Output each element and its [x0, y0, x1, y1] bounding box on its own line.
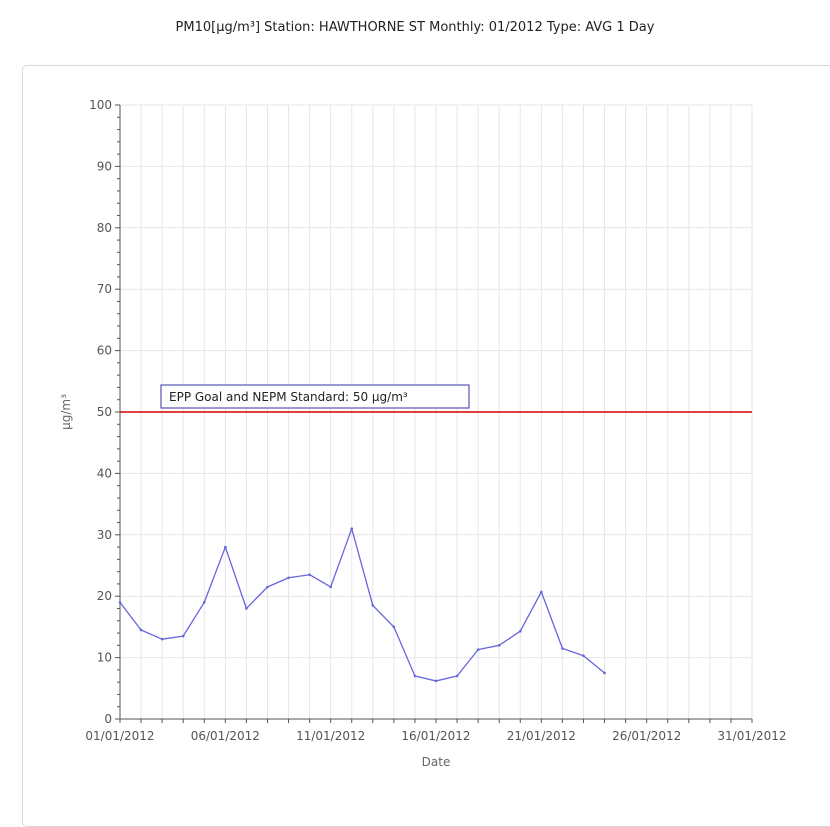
series-line — [119, 528, 605, 682]
data-point — [518, 629, 522, 633]
data-series — [118, 527, 606, 683]
data-point — [350, 527, 354, 530]
data-point — [181, 634, 185, 638]
data-point — [245, 607, 248, 610]
y-tick-label: 30 — [97, 528, 112, 542]
y-tick-label: 10 — [97, 651, 112, 665]
data-point — [455, 674, 459, 678]
chart-title: PM10[µg/m³] Station: HAWTHORNE ST Monthl… — [175, 20, 655, 35]
x-tick-label: 26/01/2012 — [612, 729, 681, 743]
data-point — [139, 628, 143, 632]
y-tick-label: 90 — [97, 159, 112, 173]
data-point — [497, 644, 501, 647]
data-point — [287, 576, 290, 580]
x-tick-label: 11/01/2012 — [296, 729, 365, 743]
data-point — [371, 604, 375, 607]
data-point — [561, 647, 564, 650]
data-point — [392, 625, 396, 629]
x-tick-label: 06/01/2012 — [191, 729, 260, 743]
data-point — [118, 601, 122, 604]
reference-label-box — [160, 384, 470, 409]
y-tick-label: 0 — [104, 712, 112, 726]
x-tick-label: 21/01/2012 — [507, 729, 576, 743]
y-tick-label: 60 — [97, 344, 112, 358]
data-point — [308, 573, 311, 577]
data-point — [582, 654, 585, 658]
data-point — [266, 585, 269, 589]
x-tick-label: 01/01/2012 — [85, 729, 154, 743]
y-tick-label: 70 — [97, 282, 112, 296]
y-tick-label: 40 — [97, 466, 112, 480]
x-tick-label: 31/01/2012 — [717, 729, 786, 743]
reference-line: EPP Goal and NEPM Standard: 50 µg/m³ — [120, 384, 752, 413]
data-point — [603, 671, 606, 675]
x-tick-label: 16/01/2012 — [401, 729, 470, 743]
reference-label: EPP Goal and NEPM Standard: 50 µg/m³ — [169, 390, 408, 404]
data-point — [160, 637, 164, 641]
axes: 0 10 20 30 40 50 60 70 80 90 100 01/01/2012 06/01/20… — [85, 98, 786, 743]
y-tick-label: 50 — [97, 405, 112, 419]
data-point — [476, 648, 480, 651]
y-tick-label: 20 — [97, 589, 112, 603]
y-tick-label: 80 — [97, 221, 112, 235]
data-point — [224, 545, 227, 549]
data-point — [202, 601, 206, 604]
data-point — [413, 674, 417, 678]
data-point — [434, 679, 438, 683]
chart-plot: 0 10 20 30 40 50 60 70 80 90 100 01/01/2012 06/01/20… — [59, 98, 787, 769]
y-tick-label: 100 — [89, 98, 112, 112]
data-point — [329, 585, 332, 589]
x-axis-title: Date — [422, 755, 451, 769]
data-point — [540, 590, 543, 594]
y-axis-title: µg/m³ — [59, 394, 73, 430]
